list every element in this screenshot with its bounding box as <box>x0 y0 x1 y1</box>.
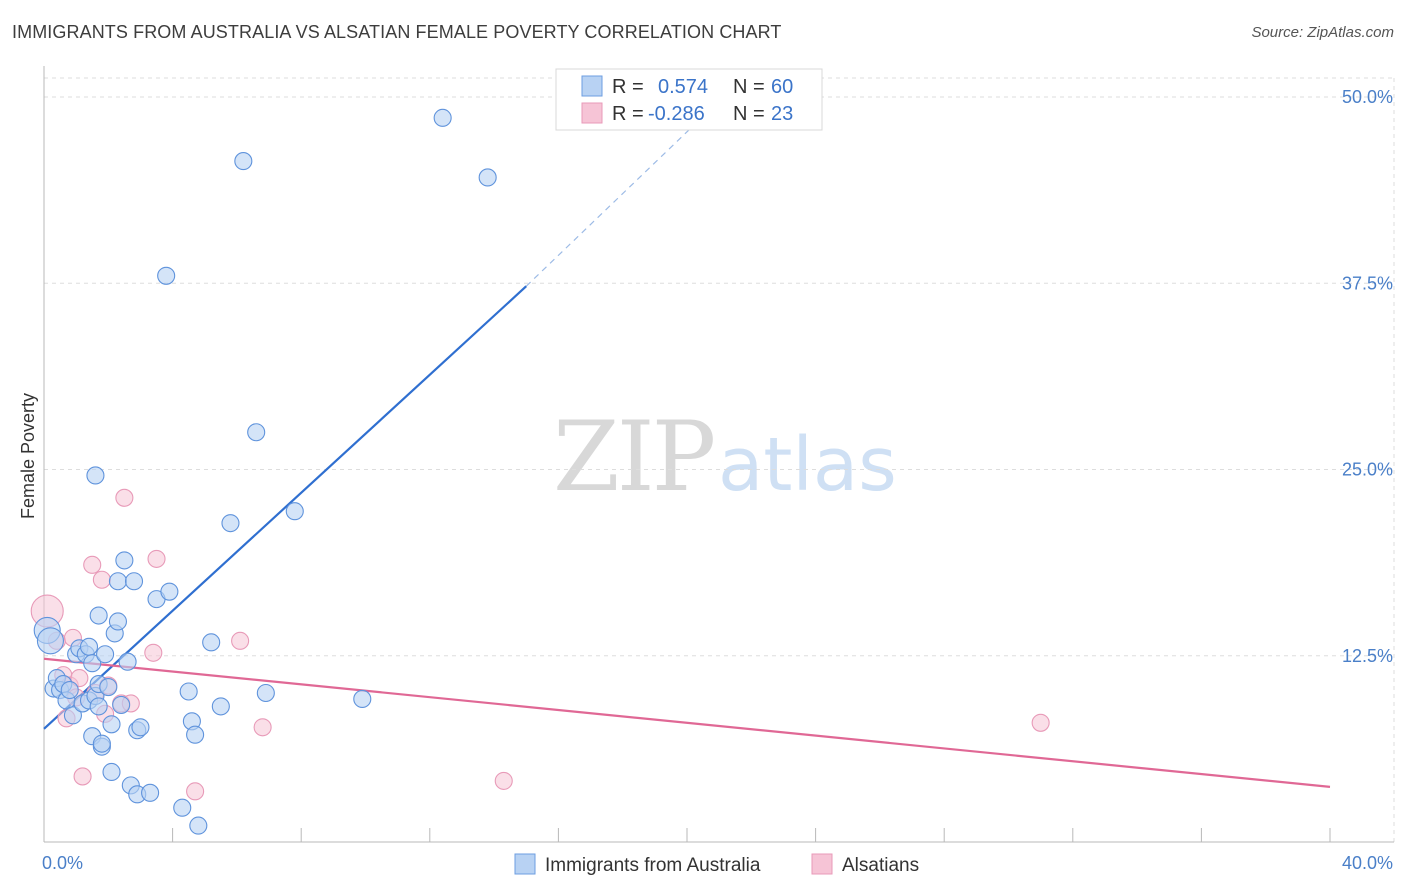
point-australia-47 <box>189 816 208 835</box>
legend-n-label-2: N = <box>733 103 765 125</box>
point-australia-51 <box>234 152 253 171</box>
point-australia-26 <box>102 715 121 734</box>
bottom-legend-swatch-blue <box>514 853 536 875</box>
tick-labels: 12.5% 25.0% 37.5% 50.0% 0.0% 40.0% <box>42 87 1393 873</box>
point-australia-55 <box>353 689 372 709</box>
y-axis-label: Female Poverty <box>18 393 38 519</box>
bottom-legend-label-pink: Alsatians <box>842 855 919 876</box>
point-alsatians-23 <box>1031 713 1050 732</box>
point-alsatians-20 <box>231 631 250 650</box>
point-australia-35 <box>124 572 144 591</box>
point-australia-42 <box>160 582 179 601</box>
point-alsatians-19 <box>186 782 205 801</box>
point-australia-31 <box>112 695 131 714</box>
bottom-legend: Immigrants from Australia Alsatians <box>514 853 919 876</box>
point-alsatians-22 <box>494 771 513 790</box>
point-australia-54 <box>285 502 304 521</box>
point-australia-24 <box>96 645 115 664</box>
point-australia-53 <box>256 683 275 703</box>
point-australia-41 <box>157 266 176 285</box>
point-australia-16 <box>83 654 102 673</box>
y-tick-label-3: 50.0% <box>1342 87 1393 107</box>
bottom-legend-label-blue: Immigrants from Australia <box>545 855 761 876</box>
top-legend: R = 0.574 N = 60 R = -0.286 N = 23 <box>555 68 823 131</box>
chart-title: IMMIGRANTS FROM AUSTRALIA VS ALSATIAN FE… <box>12 22 782 42</box>
legend-n-value-2: 23 <box>771 103 793 125</box>
point-australia-56 <box>433 108 452 127</box>
legend-swatch-pink <box>581 102 603 124</box>
point-australia-21 <box>89 606 108 625</box>
point-australia-25 <box>99 677 118 697</box>
trend-line-australia <box>43 285 527 730</box>
legend-n-value-1: 60 <box>771 76 793 98</box>
point-alsatians-11 <box>92 570 111 589</box>
trend-line-alsatians <box>43 657 1331 788</box>
point-australia-13 <box>79 637 99 656</box>
point-alsatians-7 <box>70 669 89 688</box>
y-tick-label-2: 37.5% <box>1342 273 1393 293</box>
point-australia-29 <box>108 572 127 591</box>
point-alsatians-15 <box>115 488 134 507</box>
trend-line-australia-extension <box>525 115 704 287</box>
point-alsatians-9 <box>83 555 102 574</box>
legend-r-value-1: 0.574 <box>658 76 708 98</box>
point-australia-23 <box>92 734 111 753</box>
axes <box>43 66 1394 843</box>
source-credit: Source: ZipAtlas.com <box>1251 24 1394 41</box>
legend-swatch-blue <box>581 75 603 97</box>
point-australia-33 <box>118 652 137 671</box>
point-australia-30 <box>108 612 127 631</box>
point-australia-18 <box>89 697 108 716</box>
point-australia-46 <box>186 725 205 744</box>
point-australia-39 <box>141 783 160 802</box>
point-alsatians-17 <box>144 643 163 662</box>
watermark-atlas: atlas <box>718 422 897 508</box>
point-australia-20 <box>86 466 105 485</box>
watermark-zip: ZIP <box>553 401 714 513</box>
point-australia-8 <box>63 706 82 725</box>
point-alsatians-21 <box>253 718 272 737</box>
x-tick-label-0: 0.0% <box>42 853 83 873</box>
y-tick-label-0: 12.5% <box>1342 646 1393 666</box>
point-australia-48 <box>202 633 221 652</box>
point-australia-49 <box>211 697 230 716</box>
point-australia-43 <box>173 798 192 817</box>
point-australia-37 <box>131 718 150 737</box>
legend-r-label-2: R = <box>612 103 644 125</box>
legend-r-value-2: -0.286 <box>648 103 705 125</box>
point-australia-27 <box>102 762 121 782</box>
point-alsatians-18 <box>147 549 166 568</box>
point-australia-57 <box>478 168 497 187</box>
data-points <box>30 108 1050 835</box>
point-australia-32 <box>115 551 134 570</box>
point-alsatians-8 <box>73 767 92 786</box>
x-tick-label-1: 40.0% <box>1342 853 1393 873</box>
legend-r-label-1: R = <box>612 76 644 98</box>
bottom-legend-swatch-pink <box>811 853 833 875</box>
point-australia-44 <box>179 682 198 701</box>
point-australia-52 <box>247 423 266 442</box>
point-australia-1 <box>36 627 64 655</box>
y-tick-label-1: 25.0% <box>1342 460 1393 480</box>
legend-n-label-1: N = <box>733 76 765 98</box>
point-australia-50 <box>221 514 240 533</box>
point-australia-7 <box>60 680 79 700</box>
